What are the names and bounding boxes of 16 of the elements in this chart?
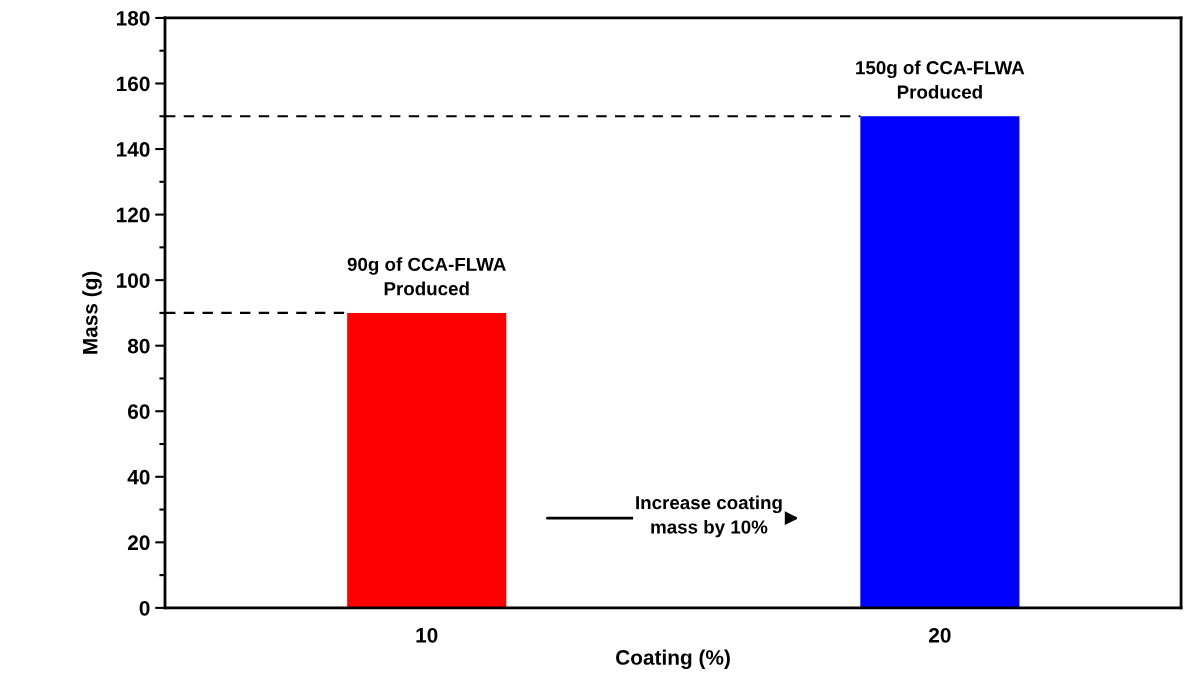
y-tick-label: 80: [127, 338, 150, 354]
y-tick-label: 0: [139, 600, 150, 616]
annotation: 90g of CCA-FLWA Produced: [347, 257, 506, 296]
y-tick-label: 180: [116, 10, 150, 26]
y-tick-label: 140: [116, 142, 150, 157]
x-tick-label: 10: [416, 627, 438, 643]
y-tick-label: 20: [127, 535, 150, 551]
y-tick-label: 60: [128, 404, 150, 419]
annotation: Increase coating mass by 10%: [636, 495, 782, 538]
y-tick-label: 120: [116, 207, 150, 223]
annotation: 150g of CCA-FLWA Produced: [856, 60, 1025, 99]
y-tick-label: 100: [116, 273, 150, 288]
y-tick-label: 160: [116, 76, 150, 92]
y-axis-title: Mass (g): [82, 271, 102, 354]
x-axis-title: Coating (%): [616, 649, 730, 670]
y-tick-label: 40: [127, 469, 150, 485]
